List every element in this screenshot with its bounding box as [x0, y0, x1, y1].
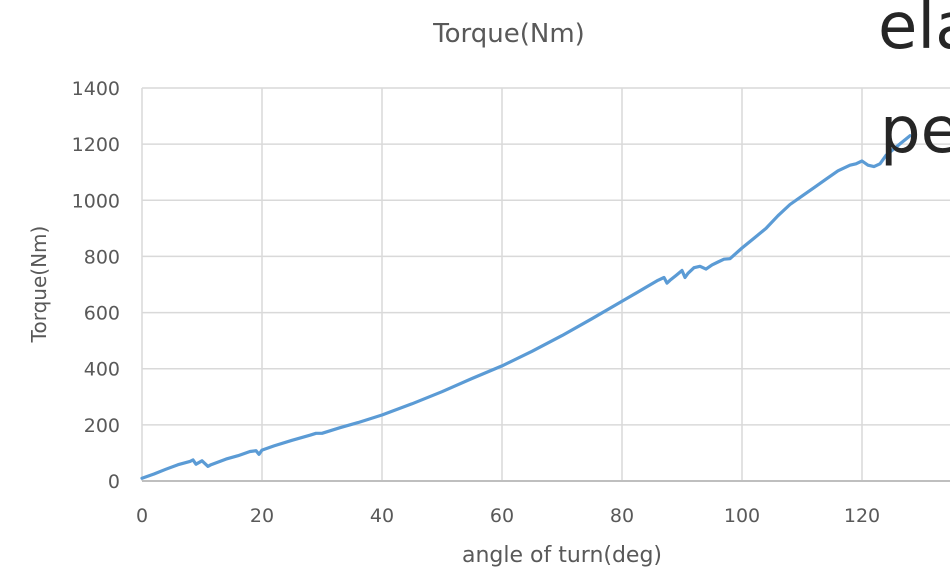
y-tick-label: 0	[108, 471, 120, 493]
y-tick-label: 200	[84, 415, 120, 437]
series-layer	[140, 134, 912, 480]
y-tick-label: 800	[84, 246, 120, 268]
x-tick-label: 60	[490, 505, 514, 527]
y-tick-label: 1400	[72, 78, 120, 100]
x-tick-label: 100	[724, 505, 760, 527]
x-tick-label: 40	[370, 505, 394, 527]
tick-labels: 0 200 400 600 800 1000 1200 1400 0 20 40 60 80 100 120	[72, 78, 880, 527]
x-tick-label: 120	[844, 505, 880, 527]
overlay-text-line-1: ela	[878, 0, 950, 64]
overlay-text-line-2: pe	[880, 94, 950, 168]
y-tick-label: 400	[84, 359, 120, 381]
x-axis-label: angle of turn(deg)	[462, 543, 662, 568]
x-tick-label: 20	[250, 505, 274, 527]
chart-title: Torque(Nm)	[432, 19, 585, 49]
y-tick-label: 1200	[72, 134, 120, 156]
x-tick-label: 0	[136, 505, 148, 527]
gridlines	[141, 87, 950, 482]
y-tick-label: 1000	[72, 190, 120, 212]
x-tick-label: 80	[610, 505, 634, 527]
series-line-0	[140, 134, 912, 480]
y-axis-label: Torque(Nm)	[27, 226, 51, 344]
y-tick-label: 600	[84, 303, 120, 325]
